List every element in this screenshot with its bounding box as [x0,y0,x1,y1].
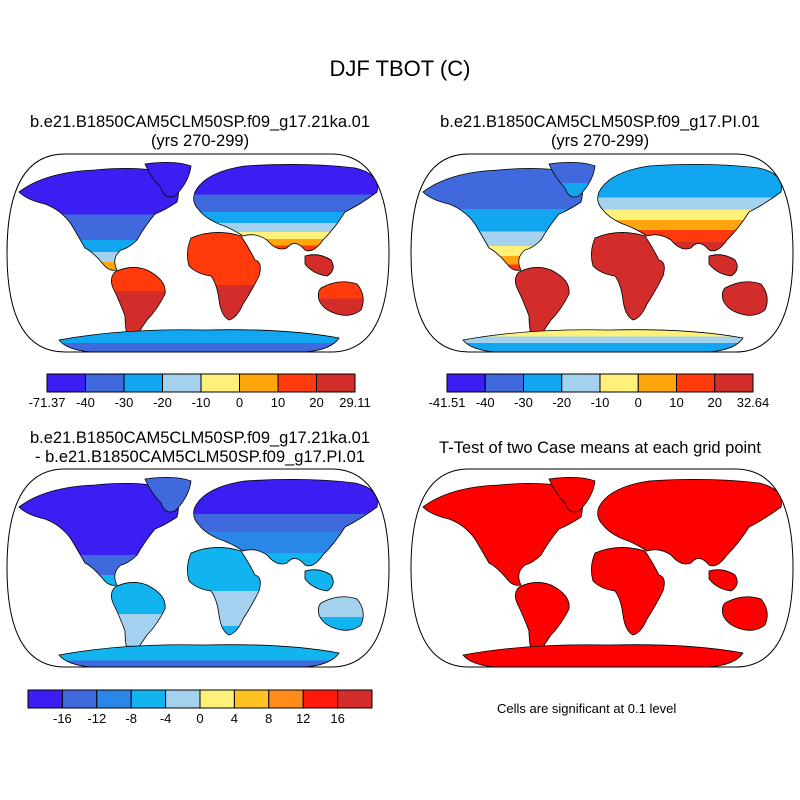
colorbar-tick-label: -40 [475,395,495,410]
colorbar-box [46,373,86,393]
colorbar-tick-label: 20 [309,395,324,410]
land-greenland [144,477,192,513]
land-greenland [548,162,596,198]
colorbar-tick-label: -4 [159,711,172,726]
panel-title-ttest: T-Test of two Case means at each grid po… [400,439,800,458]
land-greenland [144,162,192,198]
colorbar-tick-label: 32.64 [736,395,770,410]
colorbar-tick-label: -30 [114,395,134,410]
map-ttest [410,468,794,668]
colorbar-tick-label: 4 [230,711,239,726]
colorbar-tick-label: -12 [87,711,107,726]
panel-title-case1: b.e21.B1850CAM5CLM50SP.f09_g17.21ka.01 (… [0,113,400,151]
colorbar-box [130,689,167,709]
land-eurasia [597,164,782,252]
colorbar-tick-label: -71.37 [28,395,66,410]
colorbar-box [199,689,235,709]
significance-note: Cells are significant at 0.1 level [497,701,677,716]
map-case2 [410,153,794,353]
colorbar-box [233,689,270,709]
colorbar-tick-label: -20 [552,395,572,410]
colorbar-box [337,689,373,709]
map-border [410,153,794,353]
colorbar-box [484,373,524,393]
colorbar-tick-label: 0 [196,711,204,726]
colorbar-tick-label: -10 [191,395,211,410]
colorbar-box [637,373,677,393]
colorbar-box [714,373,754,393]
colorbar-box [165,689,201,709]
panel-title-case1-line1: b.e21.B1850CAM5CLM50SP.f09_g17.21ka.01 [29,113,371,131]
land-seasia [304,254,334,277]
panel-title-diff-line1: b.e21.B1850CAM5CLM50SP.f09_g17.21ka.01 [29,429,371,447]
land-africa [591,547,665,636]
colorbar-tick-label: -30 [514,395,533,410]
land-africa [187,232,261,321]
land-africa [187,547,261,636]
land-australia [721,281,768,316]
colorbar-tick-label: 0 [235,395,244,410]
colorbar-box [676,373,716,393]
land-africa [591,232,665,321]
colorbar-box [239,373,279,393]
colorbar-box [316,373,356,393]
colorbar-case2 [446,373,754,393]
colorbar-tick-label: -40 [76,395,95,410]
panel-title-diff: b.e21.B1850CAM5CLM50SP.f09_g17.21ka.01 -… [0,429,400,467]
land-seasia [304,569,334,592]
map-case1 [6,153,390,353]
colorbar-tick-label: -41.51 [428,395,466,410]
colorbar-box [200,373,240,393]
colorbar-box [561,373,601,393]
land-eurasia [193,164,378,252]
colorbar-tick-label: 29.11 [339,395,371,410]
map-diff [6,468,390,668]
panel-title-case2-line2: (yrs 270-299) [550,132,650,150]
colorbar-box [27,689,63,709]
colorbar-box [268,689,304,709]
panel-title-case2-line1: b.e21.B1850CAM5CLM50SP.f09_g17.PI.01 [440,113,760,131]
panel-title-case2: b.e21.B1850CAM5CLM50SP.f09_g17.PI.01 (yr… [400,113,800,151]
panel-title-case1-line2: (yrs 270-299) [150,132,250,150]
colorbar-tick-label: 8 [265,711,273,726]
colorbar-box [96,689,132,709]
land-australia [317,281,364,316]
figure-title: DJF TBOT (C) [329,56,471,81]
colorbar-tick-label: 20 [707,395,722,410]
land-greenland [548,477,596,513]
map-border [6,468,390,668]
panel-title-diff-line2: - b.e21.B1850CAM5CLM50SP.f09_g17.PI.01 [35,448,365,466]
colorbar-tick-label: -10 [590,395,610,410]
colorbar-box [302,689,339,709]
colorbar-box [61,689,98,709]
land-seasia [708,569,738,592]
colorbar-tick-label: -20 [153,395,172,410]
colorbar-tick-label: 12 [295,711,311,726]
land-eurasia [597,479,782,567]
colorbar-box [599,373,639,393]
map-border [6,153,390,353]
colorbar-case1 [46,373,356,393]
colorbar-tick-label: 10 [270,395,286,410]
land-australia [317,596,364,631]
colorbar-box [162,373,202,393]
land-eurasia [193,479,378,567]
colorbar-box [277,373,317,393]
colorbar-box [123,373,163,393]
colorbar-box [523,373,563,393]
land-australia [721,596,768,631]
map-border [410,468,794,668]
land-seasia [708,254,738,277]
colorbar-diff [27,689,373,709]
colorbar-tick-label: 16 [330,711,345,726]
colorbar-tick-label: 0 [634,395,642,410]
colorbar-tick-label: 10 [669,395,684,410]
colorbar-tick-label: -16 [52,711,72,726]
colorbar-box [85,373,125,393]
colorbar-tick-label: -8 [125,711,137,726]
colorbar-box [446,373,486,393]
panel-title-ttest-line1: T-Test of two Case means at each grid po… [439,439,761,457]
